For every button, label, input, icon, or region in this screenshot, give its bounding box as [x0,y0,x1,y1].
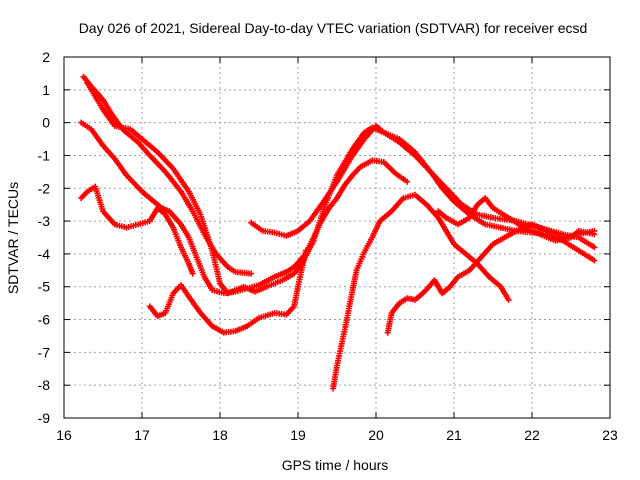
x-tick-label: 16 [56,427,72,443]
y-axis-label: SDTVAR / TECUs [5,182,21,294]
y-tick-label: -9 [38,410,51,426]
y-tick-label: -2 [38,180,51,196]
marker-trace [384,221,598,336]
y-tick-label: 1 [42,82,50,98]
x-tick-label: 17 [134,427,150,443]
x-axis-label: GPS time / hours [282,457,389,473]
marker-trace [435,195,598,244]
marker-trace [146,247,309,336]
y-tick-label: -4 [38,246,51,262]
x-tick-label: 20 [368,427,384,443]
x-tick-label: 23 [602,427,618,443]
x-tick-label: 19 [290,427,306,443]
data-series [78,73,598,392]
grid-lines [64,57,610,418]
y-tick-label: -8 [38,377,51,393]
series-track-1 [80,73,255,277]
series-track-5 [146,247,309,336]
series-track-6 [248,122,598,264]
chart-title: Day 026 of 2021, Sidereal Day-to-day VTE… [79,20,588,36]
y-tick-label: -1 [38,147,51,163]
y-tick-label: -3 [38,213,51,229]
series-track-8 [384,221,598,336]
y-tick-label: -5 [38,279,51,295]
series-track-3 [78,183,196,277]
series-track-9 [435,195,598,244]
marker-trace [248,122,598,264]
x-tick-label: 22 [524,427,540,443]
y-tick-label: -7 [38,344,51,360]
plot-frame [63,56,611,419]
y-tick-label: 0 [42,115,50,131]
marker-trace [78,183,196,277]
marker-trace [330,191,512,392]
series-track-7 [330,191,512,392]
y-tick-label: 2 [42,49,50,65]
y-tick-label: -6 [38,312,51,328]
x-tick-label: 18 [212,427,228,443]
x-tick-label: 21 [446,427,462,443]
marker-trace [80,73,255,277]
